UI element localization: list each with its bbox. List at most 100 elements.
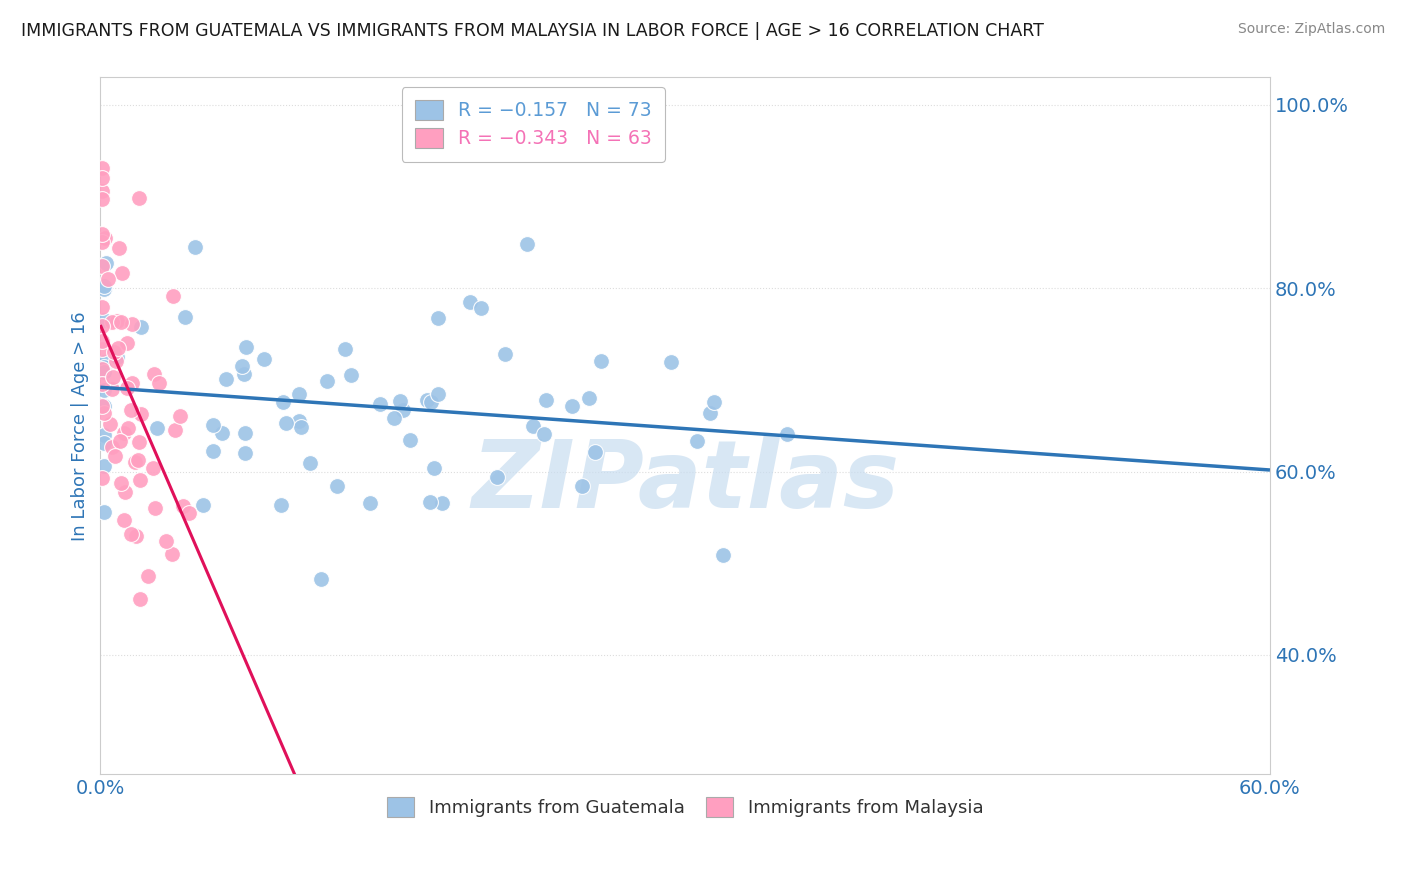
Point	[419, 494, 441, 508]
Point	[711, 548, 734, 562]
Point	[93, 436, 115, 450]
Point	[179, 506, 201, 520]
Point	[458, 295, 481, 310]
Point	[91, 334, 114, 349]
Point	[93, 384, 115, 398]
Point	[96, 256, 118, 270]
Point	[91, 399, 114, 413]
Point	[121, 376, 143, 390]
Point	[382, 410, 405, 425]
Point	[288, 414, 311, 428]
Point	[131, 320, 153, 334]
Y-axis label: In Labor Force | Age > 16: In Labor Force | Age > 16	[72, 311, 89, 541]
Point	[91, 300, 114, 314]
Point	[776, 426, 799, 441]
Point	[128, 191, 150, 205]
Point	[93, 355, 115, 369]
Point	[115, 381, 138, 395]
Point	[129, 592, 152, 607]
Point	[143, 367, 166, 381]
Point	[93, 360, 115, 375]
Point	[93, 282, 115, 296]
Point	[202, 443, 225, 458]
Point	[571, 478, 593, 492]
Point	[288, 387, 311, 401]
Point	[101, 369, 124, 384]
Point	[215, 372, 238, 386]
Point	[427, 311, 450, 326]
Point	[112, 513, 135, 527]
Point	[299, 456, 322, 470]
Point	[172, 499, 194, 513]
Point	[94, 231, 117, 245]
Point	[148, 376, 170, 390]
Point	[143, 501, 166, 516]
Point	[146, 421, 169, 435]
Point	[108, 434, 131, 448]
Point	[136, 569, 159, 583]
Point	[427, 387, 450, 401]
Point	[93, 459, 115, 474]
Point	[231, 359, 253, 373]
Point	[388, 393, 411, 408]
Point	[274, 416, 297, 430]
Point	[91, 227, 114, 242]
Point	[91, 170, 114, 185]
Point	[578, 391, 600, 405]
Point	[100, 382, 122, 396]
Point	[93, 406, 115, 420]
Point	[91, 471, 114, 485]
Point	[124, 455, 146, 469]
Point	[91, 318, 114, 333]
Point	[91, 192, 114, 206]
Point	[423, 461, 446, 475]
Point	[105, 314, 128, 328]
Point	[561, 399, 583, 413]
Point	[93, 400, 115, 414]
Point	[399, 433, 422, 447]
Point	[703, 394, 725, 409]
Point	[120, 526, 142, 541]
Point	[391, 403, 413, 417]
Point	[233, 367, 256, 381]
Point	[155, 534, 177, 549]
Point	[326, 478, 349, 492]
Point	[105, 350, 128, 364]
Text: Source: ZipAtlas.com: Source: ZipAtlas.com	[1237, 22, 1385, 37]
Point	[202, 417, 225, 432]
Point	[685, 434, 707, 448]
Point	[127, 452, 149, 467]
Point	[120, 402, 142, 417]
Legend: Immigrants from Guatemala, Immigrants from Malaysia: Immigrants from Guatemala, Immigrants fr…	[380, 790, 990, 824]
Point	[107, 341, 129, 355]
Point	[114, 485, 136, 500]
Point	[485, 469, 508, 483]
Point	[534, 392, 557, 407]
Point	[91, 376, 114, 391]
Point	[522, 419, 544, 434]
Point	[117, 421, 139, 435]
Point	[515, 236, 537, 251]
Point	[129, 407, 152, 421]
Point	[110, 476, 132, 491]
Point	[169, 409, 191, 423]
Text: ZIPatlas: ZIPatlas	[471, 435, 900, 527]
Point	[112, 425, 135, 440]
Point	[494, 347, 516, 361]
Text: IMMIGRANTS FROM GUATEMALA VS IMMIGRANTS FROM MALAYSIA IN LABOR FORCE | AGE > 16 : IMMIGRANTS FROM GUATEMALA VS IMMIGRANTS …	[21, 22, 1045, 40]
Point	[160, 547, 183, 561]
Point	[117, 335, 139, 350]
Point	[107, 241, 129, 255]
Point	[93, 313, 115, 327]
Point	[533, 426, 555, 441]
Point	[91, 161, 114, 175]
Point	[335, 343, 357, 357]
Point	[111, 266, 134, 280]
Point	[270, 498, 292, 512]
Point	[103, 345, 125, 359]
Point	[93, 428, 115, 442]
Point	[93, 365, 115, 379]
Point	[91, 184, 114, 198]
Point	[359, 496, 381, 510]
Point	[311, 572, 333, 586]
